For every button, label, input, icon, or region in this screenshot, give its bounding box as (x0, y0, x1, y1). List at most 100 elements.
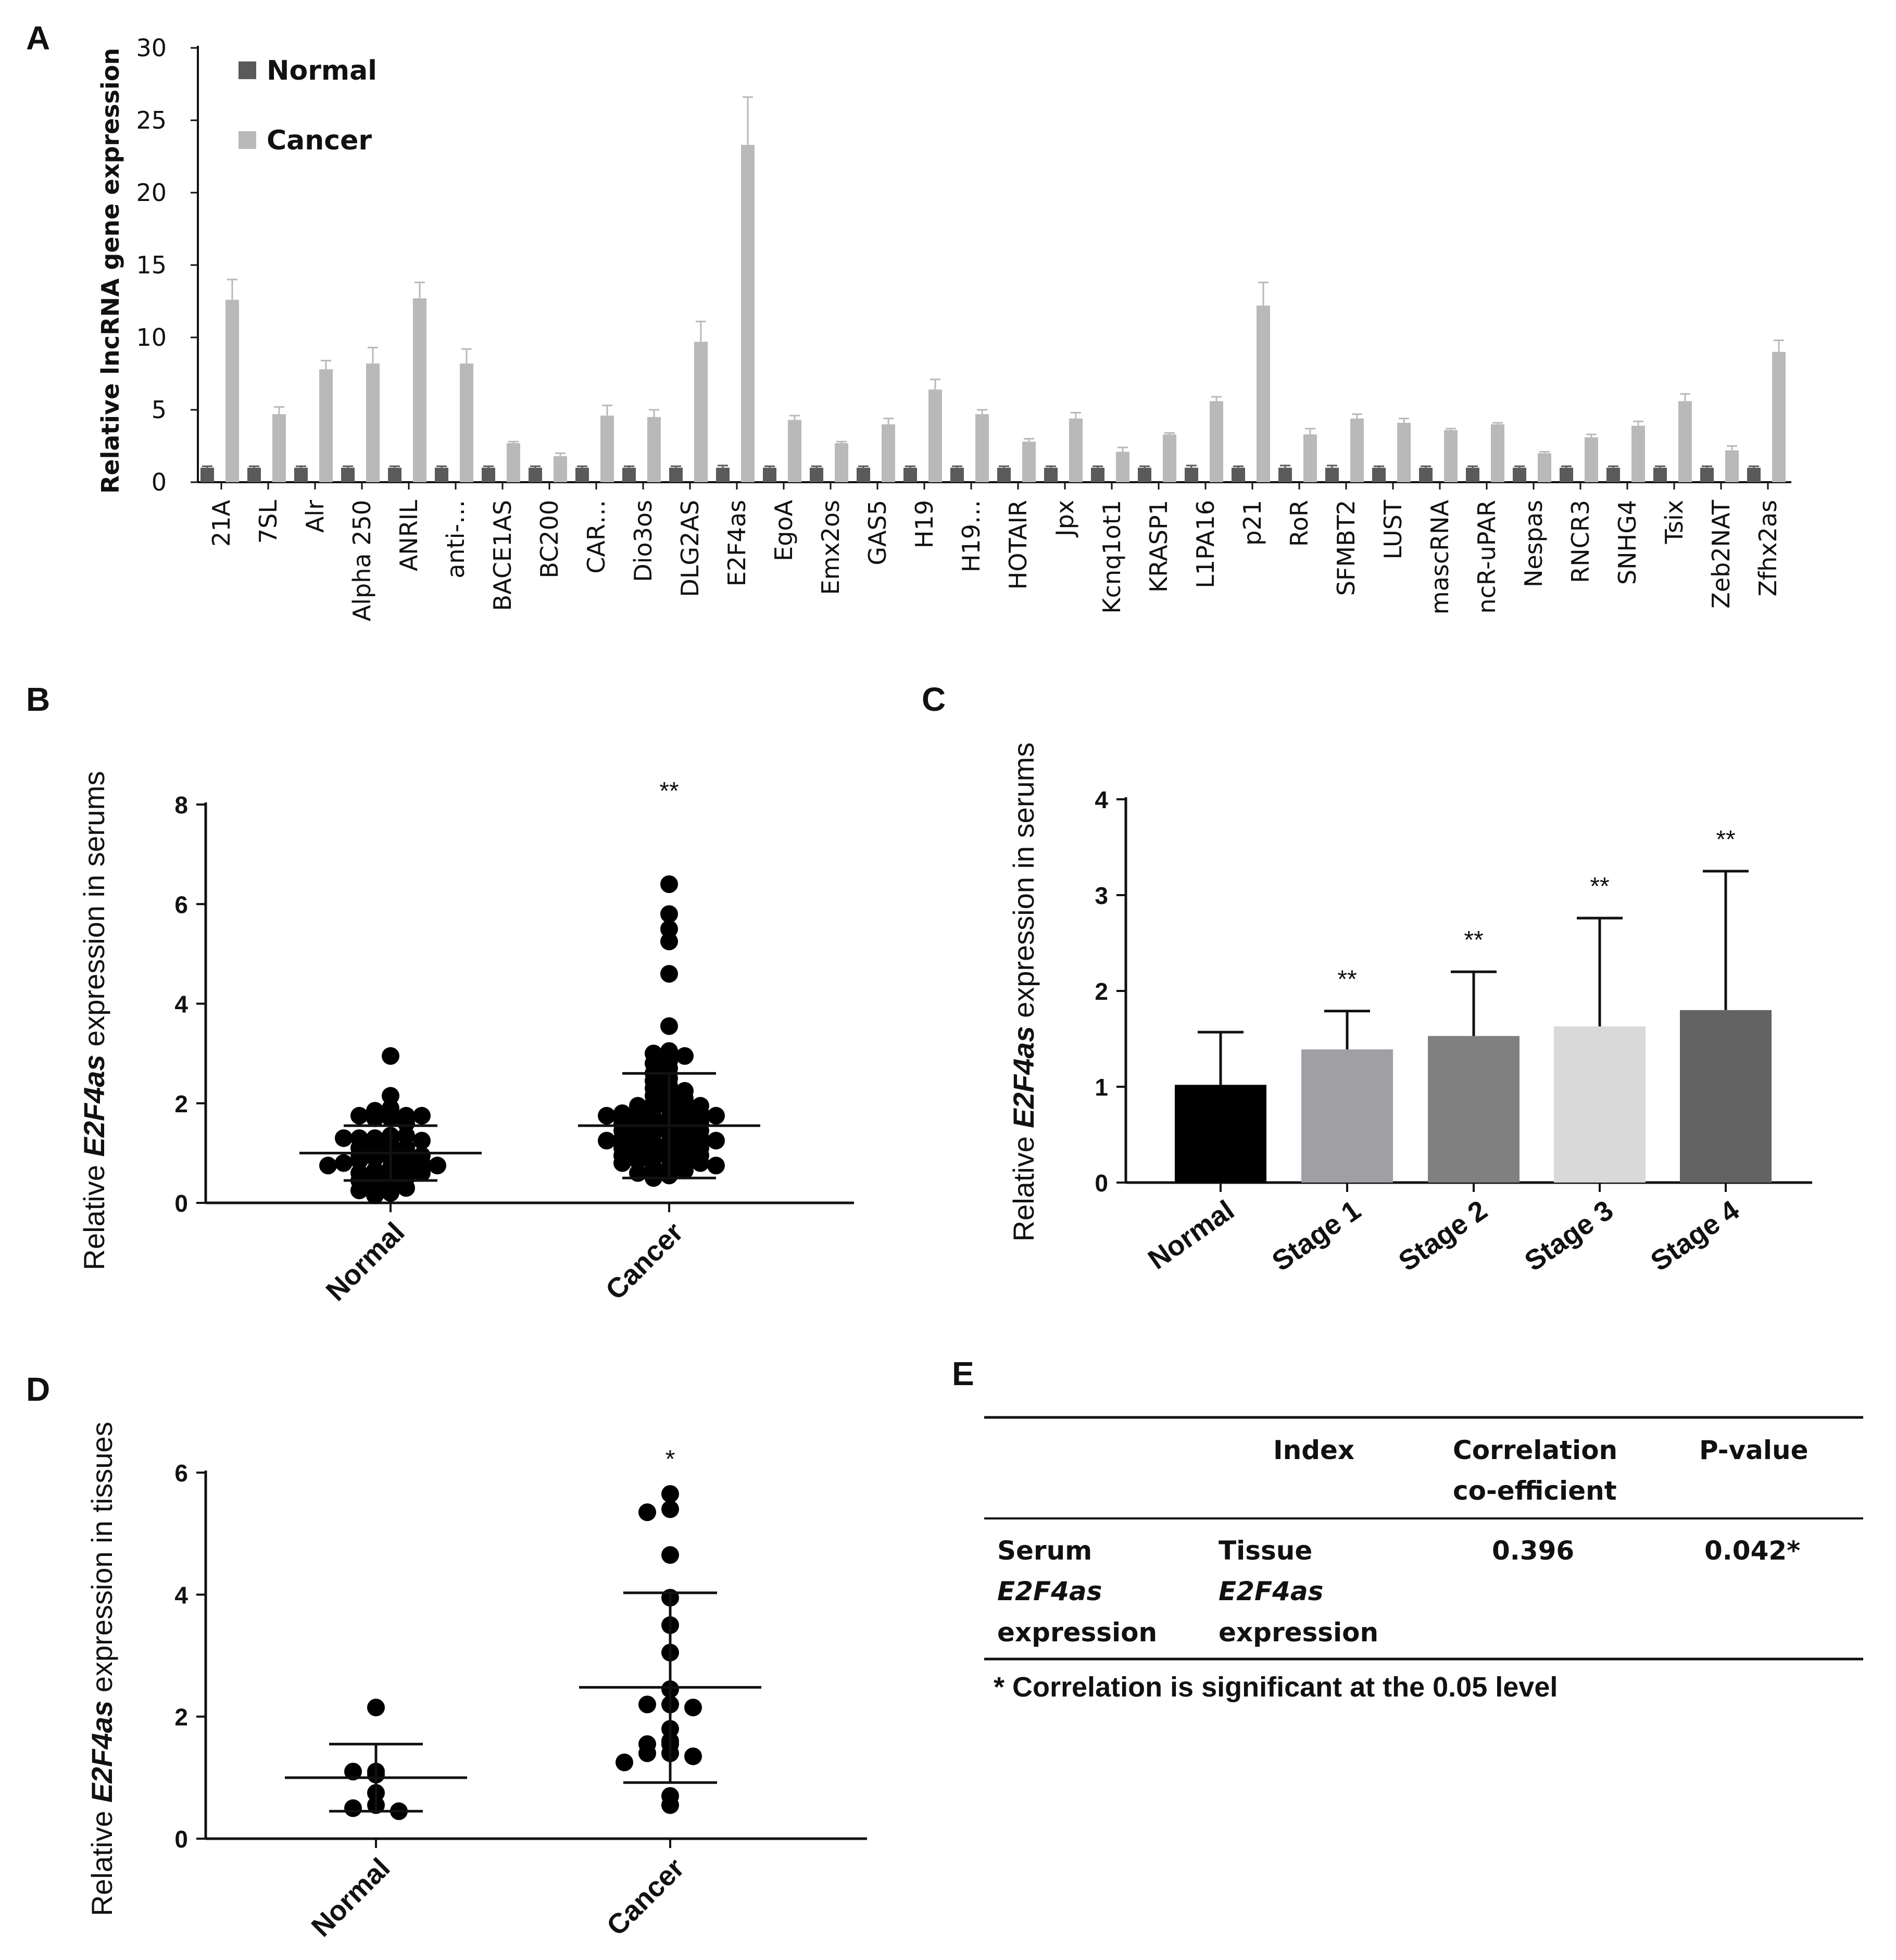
panel-d-data-point (661, 1546, 679, 1564)
panel-a-bar-cancer (413, 298, 426, 482)
panel-a-category-label: 7SL (254, 500, 282, 544)
panel-c-chart: Relative E2F4as expression in serums 0 1 2… (1007, 743, 1812, 1277)
panel-b-category-label: Normal (320, 1216, 411, 1307)
panel-b-data-point (366, 1109, 384, 1127)
panel-d-data-point (344, 1799, 362, 1817)
table-header-pvalue: P-value (1699, 1435, 1809, 1465)
panel-a-bar-normal (1700, 468, 1714, 482)
panel-a-category-label: 21A (207, 499, 235, 547)
panel-d-data-point (616, 1753, 633, 1771)
panel-b-data-point (366, 1186, 384, 1204)
panel-a-bar-normal (575, 468, 589, 482)
panel-a-category-label: RNCR3 (1566, 500, 1594, 583)
panel-a-category-label: DLG2AS (676, 500, 704, 597)
panel-a-category-label: p21 (1238, 500, 1266, 546)
panel-b-data-point (397, 1114, 415, 1132)
panel-b-y-tick-label: 6 (174, 891, 188, 918)
panel-a-bar-normal (341, 468, 355, 482)
panel-c-category-label: Stage 4 (1645, 1195, 1745, 1277)
panel-a-legend: Normal Cancer (238, 55, 377, 156)
panel-b-data-point (382, 1047, 399, 1065)
panel-d-y-tick-label: 6 (174, 1460, 188, 1487)
panel-a-bar-cancer (1444, 430, 1458, 482)
panel-a-chart: Relative lncRNA gene expression 0 5 10 15 20… (96, 34, 1791, 621)
panel-b-data-point (397, 1179, 415, 1197)
panel-a-bar-cancer (1491, 424, 1504, 482)
panel-a-bar-cancer (1397, 423, 1411, 482)
panel-a-bars (200, 96, 1786, 482)
panel-d-data-point (638, 1744, 656, 1762)
panel-c-y-tick-label: 4 (1095, 786, 1108, 813)
panel-a-category-label: Nespas (1520, 500, 1548, 587)
panel-a-bar-cancer (507, 443, 520, 482)
panel-a-bar-normal (1044, 468, 1058, 482)
panel-a-bar-normal (716, 468, 730, 482)
panel-a-bar-normal (1513, 468, 1526, 482)
panel-a-bar-normal (1653, 468, 1667, 482)
panel-d-data-point (684, 1747, 702, 1765)
panel-b-data-point (660, 905, 678, 923)
panel-b-data-point (413, 1107, 431, 1125)
panel-b-data-point (350, 1182, 368, 1200)
panel-b-chart: Relative E2F4as expression in serums 0 2 4… (78, 771, 854, 1307)
panel-a-category-label: Emx2os (817, 500, 845, 595)
legend-swatch-normal (238, 61, 256, 79)
panel-b-data-point (707, 1157, 725, 1175)
panel-b-data-point (660, 875, 678, 893)
panel-c-bar (1680, 1010, 1772, 1183)
panel-b-data-point (413, 1132, 431, 1150)
panel-b-ylabel-gene: E2F4as (78, 1054, 110, 1157)
panel-a-y-tick-label: 0 (152, 468, 167, 496)
panel-a-bar-normal (1606, 468, 1620, 482)
panel-c-y-tick-label: 1 (1095, 1074, 1108, 1101)
panel-b-data-point (660, 932, 678, 950)
panel-b-plot: 0 2 4 6 8 Normal Cancer ** (174, 777, 854, 1307)
panel-a-y-tick-label: 20 (136, 179, 167, 207)
panel-b-data-point (382, 1087, 399, 1105)
panel-c-bar (1554, 1026, 1646, 1183)
panel-a-category-label: Zfhx2as (1754, 500, 1782, 597)
panel-b-ylabel-prefix: Relative (78, 1157, 110, 1270)
panel-a-category-label: Dio3os (629, 500, 657, 582)
panel-b-data-point (429, 1157, 446, 1175)
panel-c-y-tick-label: 2 (1095, 978, 1108, 1005)
panel-a-category-label: BACE1AS (488, 500, 517, 611)
panel-a-bar-cancer (1538, 453, 1551, 482)
panel-label-b: B (26, 681, 50, 718)
panel-a-category-label: KRASP1 (1145, 500, 1173, 593)
panel-d-ylabel-prefix: Relative (85, 1803, 118, 1916)
panel-b-category-label: Cancer (600, 1216, 689, 1306)
panel-a-bar-normal (482, 468, 495, 482)
panel-label-a: A (26, 19, 50, 57)
panel-b-y-tick-label: 2 (174, 1090, 188, 1117)
panel-b-data-point (413, 1164, 431, 1182)
panel-b-data-point (397, 1126, 415, 1145)
panel-a-bar-cancer (647, 417, 661, 482)
panel-a-bar-normal (294, 468, 308, 482)
panel-a-bar-cancer (600, 416, 614, 482)
panel-a-bar-cancer (460, 363, 473, 482)
panel-a-bar-cancer (1210, 401, 1223, 482)
panel-a-bar-cancer (788, 420, 801, 482)
table-footnote: * Correlation is significant at the 0.05… (994, 1672, 1558, 1703)
panel-a-bar-cancer (694, 342, 708, 482)
panel-a-category-label: E2F4as (723, 500, 751, 586)
panel-b-data-point (613, 1154, 631, 1172)
panel-b-data-point (660, 920, 678, 938)
panel-a-bar-cancer (741, 145, 755, 482)
panel-c-plot: 0 1 2 3 4 Normal ** Stage 1 ** Stage 2 ** Stage 3 **… (1095, 786, 1812, 1277)
panel-c-bar (1428, 1036, 1520, 1183)
panel-c-ylabel-prefix: Relative (1007, 1128, 1040, 1241)
table-row-serum: Serum (997, 1536, 1092, 1566)
legend-label-cancer: Cancer (267, 125, 372, 156)
panel-a-bar-normal (1325, 468, 1339, 482)
panel-c-y-tick-label: 3 (1095, 882, 1108, 909)
panel-d-data-point (344, 1763, 362, 1781)
panel-a-bar-cancer (882, 424, 895, 482)
panel-b-data-point (350, 1151, 368, 1170)
table-header-coefficient: co-efficient (1453, 1476, 1617, 1506)
panel-a-y-tick-label: 25 (136, 106, 167, 134)
panel-a-bar-cancer (928, 390, 942, 482)
panel-a-bar-normal (1372, 468, 1386, 482)
